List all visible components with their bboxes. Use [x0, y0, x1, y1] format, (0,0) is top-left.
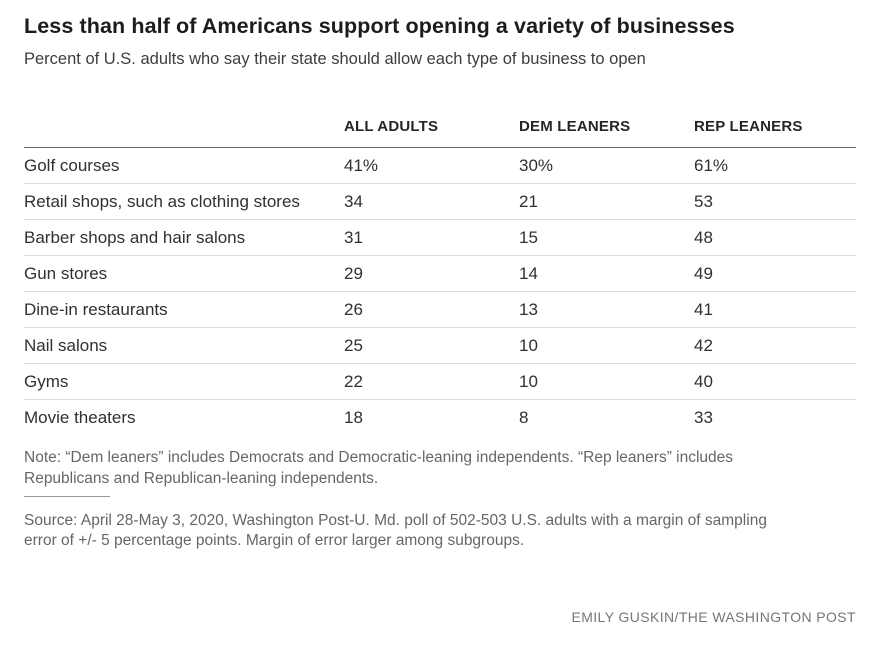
- table-row: Gun stores 29 14 49: [24, 255, 856, 292]
- table-header-row: ALL ADULTS DEM LEANERS REP LEANERS: [24, 118, 856, 148]
- page-title: Less than half of Americans support open…: [24, 14, 735, 38]
- row-label: Barber shops and hair salons: [24, 219, 344, 256]
- source-line: error of +/- 5 percentage points. Margin…: [24, 531, 525, 549]
- table-row: Movie theaters 18 8 33: [24, 400, 856, 436]
- row-value: 34: [344, 183, 519, 220]
- row-value: 41%: [344, 147, 519, 184]
- row-value: 15: [519, 219, 694, 256]
- row-value: 33: [694, 407, 713, 427]
- row-value: 26: [344, 291, 519, 328]
- note-text: Note: “Dem leaners” includes Democrats a…: [24, 447, 856, 489]
- row-value: 30%: [519, 147, 694, 184]
- row-value: 10: [519, 363, 694, 400]
- column-header-all-adults: ALL ADULTS: [344, 118, 519, 148]
- note-line: Note: “Dem leaners” includes Democrats a…: [24, 448, 734, 466]
- row-value: 18: [344, 407, 363, 427]
- row-label: Golf courses: [24, 147, 344, 184]
- row-value: 29: [344, 255, 519, 292]
- row-value: 25: [344, 327, 519, 364]
- table-row: Dine-in restaurants 26 13 41: [24, 291, 856, 328]
- column-header-dem-leaners: DEM LEANERS: [519, 118, 694, 148]
- source-text: Source: April 28-May 3, 2020, Washington…: [24, 511, 856, 551]
- row-value: 49: [694, 255, 856, 292]
- row-value: 42: [694, 327, 856, 364]
- column-header-empty: [24, 118, 344, 148]
- row-label: Gyms: [24, 363, 344, 400]
- row-value: 40: [694, 363, 856, 400]
- table-row: Golf courses 41% 30% 61%: [24, 147, 856, 184]
- poll-results-table: ALL ADULTS DEM LEANERS REP LEANERS Golf …: [24, 118, 856, 436]
- row-label: Gun stores: [24, 255, 344, 292]
- byline-credit: EMILY GUSKIN/THE WASHINGTON POST: [571, 608, 856, 625]
- table-row: Nail salons 25 10 42: [24, 327, 856, 364]
- note-divider: [24, 495, 110, 497]
- table-row: Retail shops, such as clothing stores 34…: [24, 183, 856, 220]
- row-value: 41: [694, 291, 856, 328]
- table-row: Barber shops and hair salons 31 15 48: [24, 219, 856, 256]
- row-value: 8: [519, 407, 529, 427]
- row-label: Dine-in restaurants: [24, 291, 344, 328]
- row-value: 53: [694, 183, 856, 220]
- row-label: Retail shops, such as clothing stores: [24, 183, 344, 220]
- row-label: Movie theaters: [24, 407, 136, 427]
- column-header-rep-leaners: REP LEANERS: [694, 118, 856, 148]
- row-value: 10: [519, 327, 694, 364]
- row-value: 14: [519, 255, 694, 292]
- row-value: 22: [344, 363, 519, 400]
- row-value: 31: [344, 219, 519, 256]
- table-row: Gyms 22 10 40: [24, 363, 856, 400]
- table-header: ALL ADULTS DEM LEANERS REP LEANERS: [24, 118, 856, 148]
- page-subtitle: Percent of U.S. adults who say their sta…: [24, 50, 646, 68]
- row-value: 48: [694, 219, 856, 256]
- row-value: 13: [519, 291, 694, 328]
- source-line: Source: April 28-May 3, 2020, Washington…: [24, 511, 767, 529]
- row-label: Nail salons: [24, 327, 344, 364]
- note-line: Republicans and Republican-leaning indep…: [24, 469, 379, 487]
- table-body: Golf courses 41% 30% 61% Retail shops, s…: [24, 147, 856, 436]
- row-value: 21: [519, 183, 694, 220]
- row-value: 61%: [694, 147, 856, 184]
